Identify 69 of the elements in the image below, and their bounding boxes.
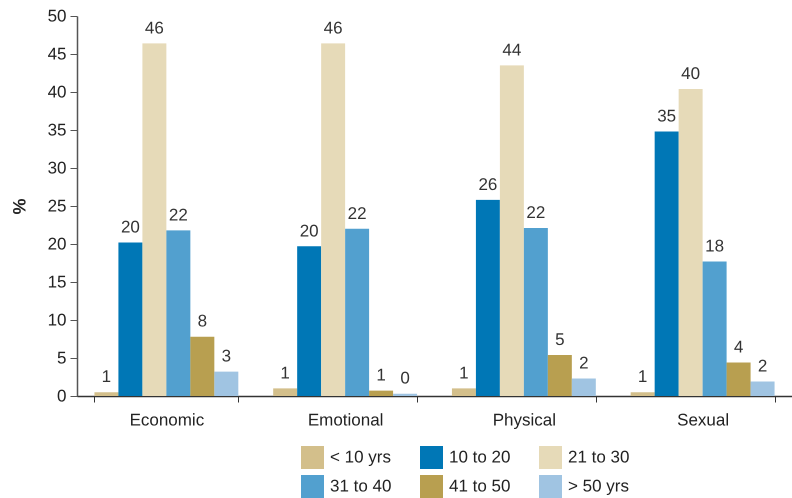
data-label: 46 <box>324 18 343 38</box>
bar <box>345 228 370 396</box>
bar <box>214 372 238 396</box>
bar <box>702 261 727 396</box>
bar <box>750 382 775 396</box>
data-label: 1 <box>376 366 386 385</box>
x-tick-label: Emotional <box>308 410 384 430</box>
data-label: 20 <box>300 221 319 240</box>
y-tick-label: 0 <box>57 386 66 406</box>
bar <box>524 228 548 396</box>
bar <box>297 246 322 396</box>
y-tick-label: 15 <box>48 272 66 292</box>
x-tick-label: Economic <box>130 410 205 430</box>
bar <box>630 392 655 396</box>
y-tick-label: 40 <box>48 82 66 102</box>
data-label: 26 <box>478 174 498 194</box>
data-label: 20 <box>120 217 140 236</box>
y-axis-title: % <box>10 198 30 215</box>
y-tick-label: 30 <box>48 158 66 178</box>
data-label: 44 <box>502 40 522 60</box>
data-label: 1 <box>638 367 648 386</box>
data-label: 22 <box>348 204 367 223</box>
bar <box>572 378 596 396</box>
bar <box>190 336 214 396</box>
data-label: 4 <box>734 338 744 357</box>
data-label: 1 <box>459 363 469 382</box>
bar <box>476 200 500 396</box>
data-label: 46 <box>144 18 164 38</box>
data-label: 2 <box>579 354 589 373</box>
legend-label: > 50 yrs <box>568 476 629 496</box>
bar <box>166 230 190 396</box>
bar <box>273 388 298 396</box>
bar <box>726 362 751 396</box>
data-label: 35 <box>657 106 676 126</box>
bar <box>369 390 394 396</box>
y-tick-label: 20 <box>48 234 66 254</box>
data-label: 18 <box>705 236 724 256</box>
legend-label: 31 to 40 <box>330 476 392 496</box>
data-label: 1 <box>280 363 290 382</box>
data-label: 40 <box>681 64 700 83</box>
y-tick-label: 10 <box>48 310 66 330</box>
bar <box>548 354 572 396</box>
data-label: 5 <box>555 330 565 349</box>
data-label: 2 <box>758 356 768 376</box>
y-tick-label: 50 <box>48 6 66 26</box>
bar <box>94 392 118 396</box>
data-label: 1 <box>102 367 112 386</box>
bar <box>118 242 142 396</box>
y-tick-label: 35 <box>48 120 66 140</box>
legend-label: 10 to 20 <box>449 448 510 466</box>
y-tick-label: 25 <box>48 196 66 216</box>
bar <box>452 388 476 396</box>
data-label: 0 <box>400 368 410 388</box>
bar <box>678 88 703 396</box>
data-label: 22 <box>526 203 546 222</box>
legend-label: 21 to 30 <box>568 448 630 466</box>
legend-label: 41 to 50 <box>449 476 510 496</box>
y-tick-label: 45 <box>48 44 66 64</box>
data-label: 3 <box>222 346 232 366</box>
bar <box>142 43 166 396</box>
bar <box>654 132 679 396</box>
x-tick-label: Physical <box>492 410 556 430</box>
bar <box>500 65 524 396</box>
bar <box>321 43 346 396</box>
legend-label: < 10 yrs <box>330 448 391 466</box>
data-label: 22 <box>168 205 188 224</box>
x-tick-label: Sexual <box>677 410 730 430</box>
data-label: 8 <box>198 312 208 331</box>
y-tick-label: 5 <box>57 348 66 368</box>
